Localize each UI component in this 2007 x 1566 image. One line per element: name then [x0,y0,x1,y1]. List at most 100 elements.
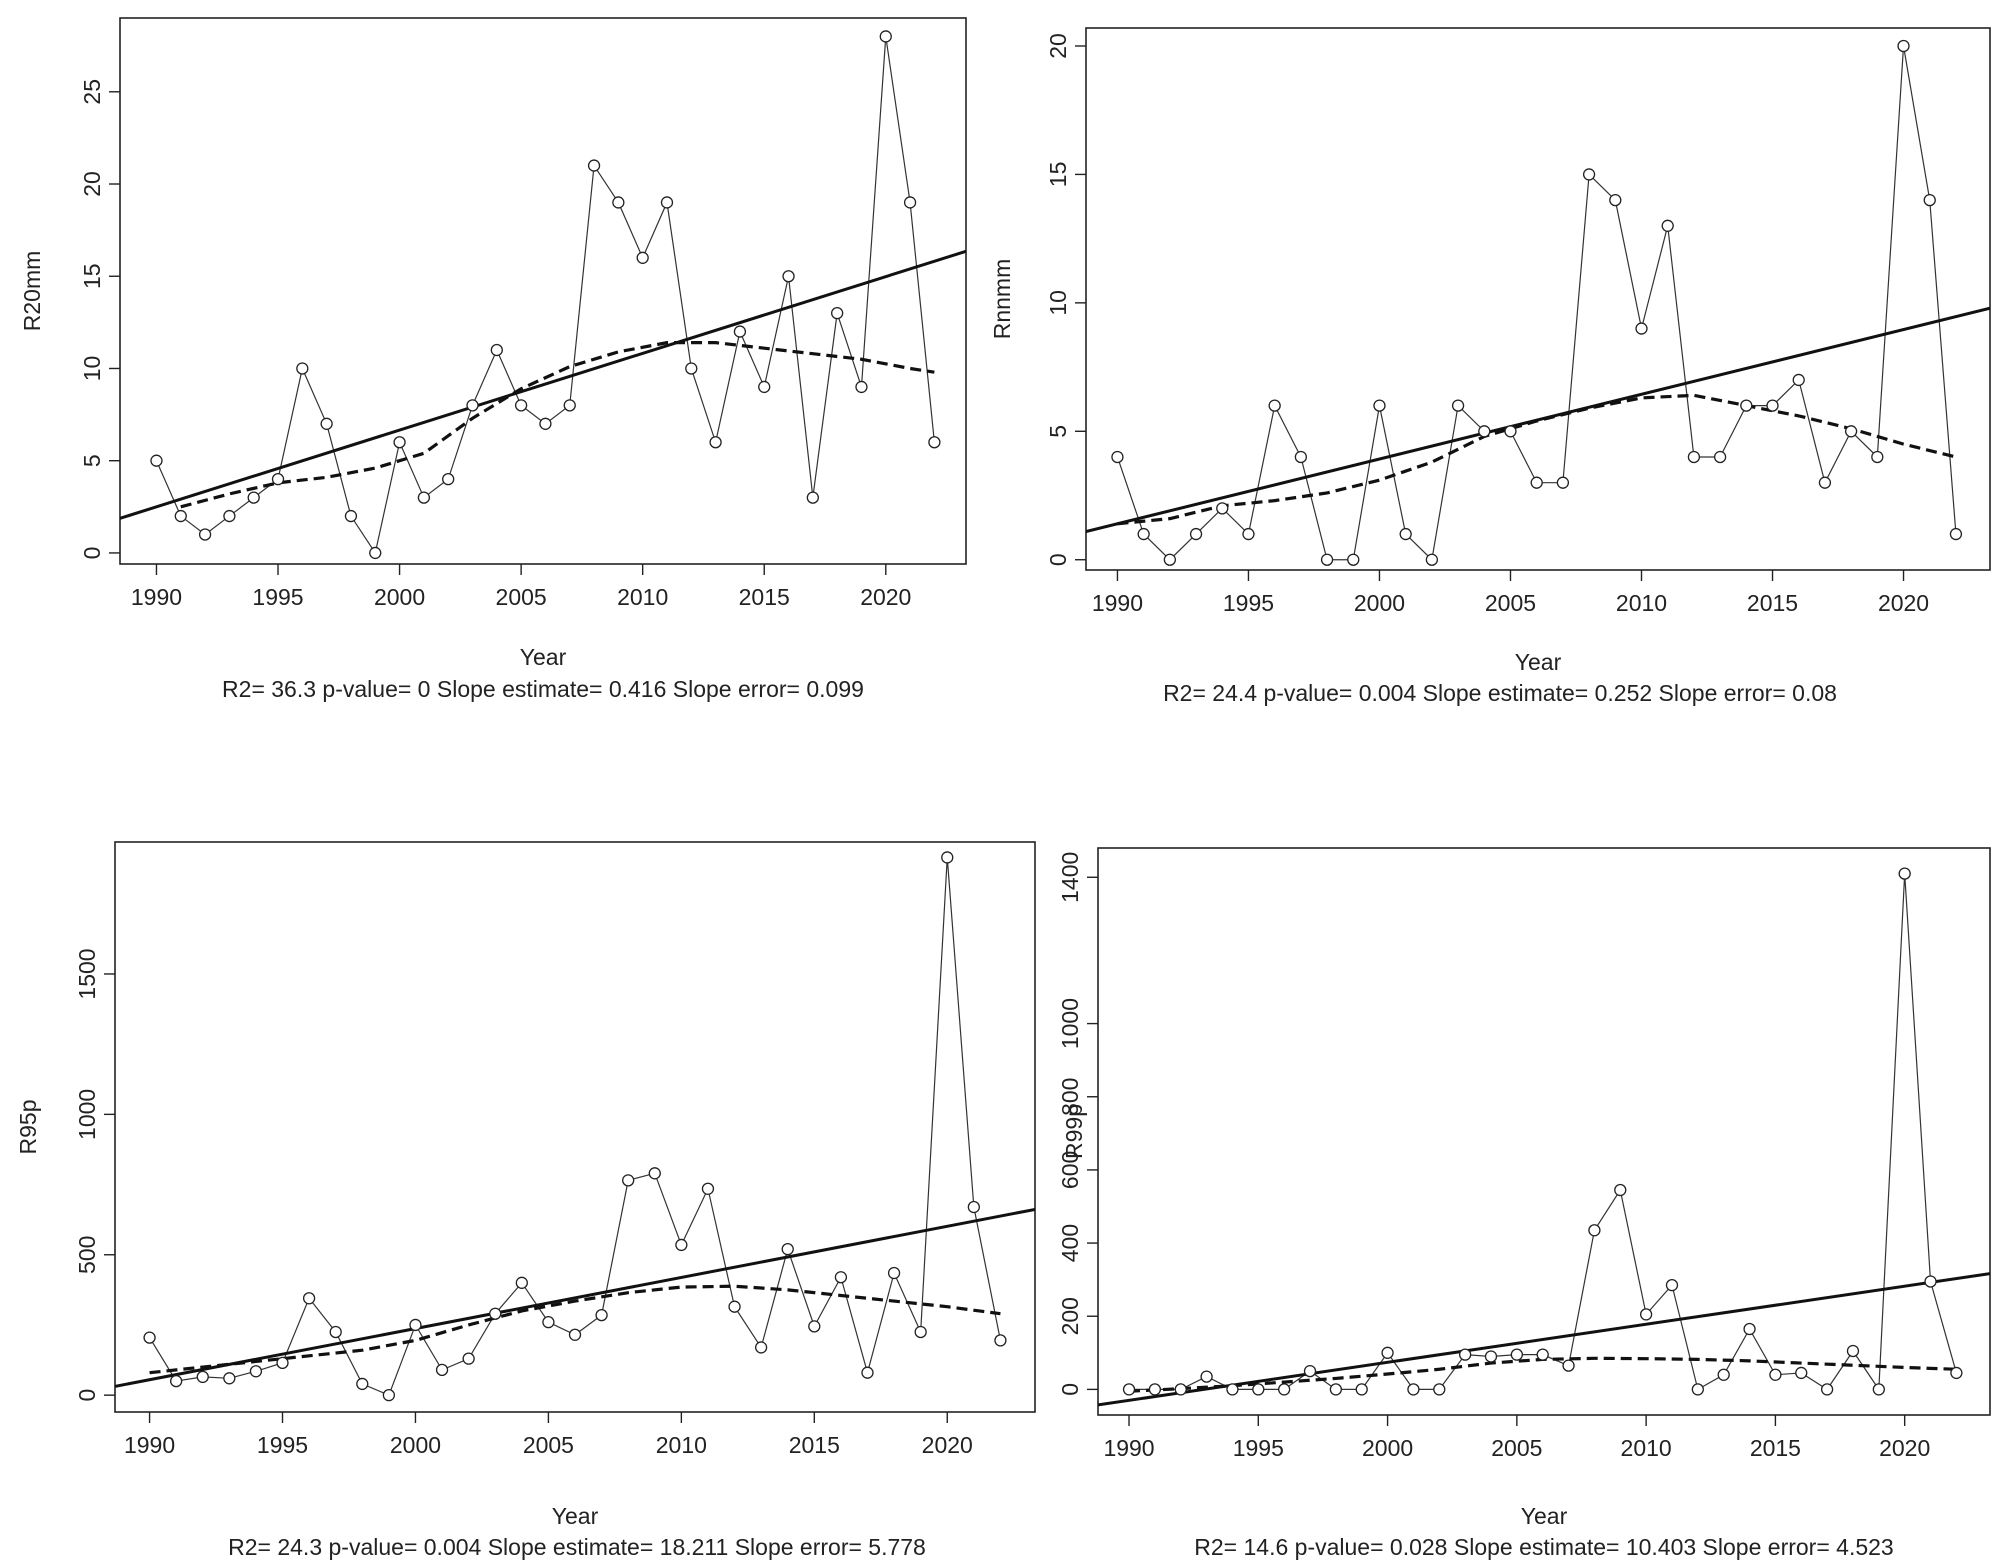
data-point [914,1325,927,1339]
y-tick-label: 10 [1045,290,1071,316]
data-point [903,196,917,209]
data-point [1174,1383,1187,1396]
data-point [1717,1368,1730,1381]
data-point [861,1366,874,1379]
data-point [733,325,747,338]
data-point [1713,450,1727,464]
data-point [660,196,674,209]
linear-trend-line [115,1207,1035,1388]
y-axis-title: Rnnmm [989,259,1015,340]
x-tick-label: 1990 [1103,1435,1154,1461]
data-point [1478,425,1491,438]
trend-stats: R2= 24.3 p-value= 0.004 Slope estimate= … [228,1534,926,1560]
data-point [369,546,382,560]
y-tick-label: 15 [1045,162,1071,188]
x-tick-label: 2010 [1621,1435,1672,1461]
data-point [1923,193,1936,207]
y-tick-label: 0 [79,547,105,560]
data-point [1111,450,1124,464]
x-tick-label: 1995 [1233,1435,1284,1461]
data-point [1458,1348,1472,1361]
y-tick-label: 0 [74,1389,100,1402]
data-point [879,30,892,43]
y-tick-label: 5 [1045,425,1071,438]
y-tick-label: 600 [1057,1151,1083,1189]
data-point [1347,553,1360,566]
data-point [174,509,187,523]
x-tick-label: 2005 [1485,590,1536,616]
data-point [1373,399,1386,412]
data-point [466,399,479,412]
data-point [1818,476,1832,489]
smoothed-trend-line [1117,393,1957,526]
data-point [1226,1383,1239,1396]
data-point [1381,1346,1394,1359]
data-point [490,343,503,357]
smoothed-trend-line [149,1284,1001,1375]
data-point [1872,1383,1885,1396]
data-point [1268,399,1281,412]
data-point [1355,1383,1368,1396]
data-point [539,417,552,430]
data-point [1504,425,1517,438]
data-point [1320,553,1334,566]
data-point [587,159,601,172]
data-point [1137,527,1150,541]
data-point [806,491,819,504]
data-point [595,1308,608,1322]
x-tick-label: 1990 [1092,590,1143,616]
data-point [1897,39,1910,53]
data-point [728,1300,741,1313]
data-point [1278,1383,1291,1396]
data-point [247,491,260,504]
data-point [568,1328,582,1341]
data-point [462,1352,475,1365]
data-point [1661,219,1674,232]
data-point [1122,1383,1136,1396]
data-point [1871,450,1884,464]
x-axis-title: Year [1521,1503,1568,1529]
y-axis-title: R95p [15,1100,41,1155]
trend-stats: R2= 14.6 p-value= 0.028 Slope estimate= … [1194,1534,1893,1560]
data-point [887,1266,901,1280]
data-point [675,1238,688,1252]
data-point [1820,1383,1834,1396]
data-point [928,436,941,449]
y-tick-label: 5 [79,454,105,467]
y-tick-label: 800 [1057,1078,1083,1116]
x-tick-label: 2005 [523,1432,574,1458]
data-point [622,1174,635,1187]
linear-trend-line [120,249,966,520]
data-point [1242,527,1255,541]
y-tick-label: 400 [1057,1224,1083,1262]
chart-panel-r20mm: 1990 1995 2000 2005 2010 2015 2020 0 5 10 15 20 25 R2… [19,17,967,702]
y-tick-label: 0 [1057,1383,1083,1396]
data-point [563,399,576,412]
y-tick-label: 10 [79,356,105,382]
data-point [1216,502,1229,515]
data-point [1582,168,1596,181]
data-point [967,1200,980,1214]
data-point [612,196,625,209]
y-tick-label: 15 [79,263,105,289]
x-tick-label: 2005 [1491,1435,1542,1461]
x-tick-label: 2015 [789,1432,840,1458]
x-tick-label: 2000 [390,1432,441,1458]
y-tick-label: 500 [74,1236,100,1274]
data-point [409,1318,422,1332]
data-point [1484,1350,1498,1363]
x-tick-label: 1990 [124,1432,175,1458]
x-tick-label: 2005 [496,584,547,610]
data-point [489,1307,502,1320]
data-point [636,251,649,264]
y-tick-label: 0 [1045,553,1071,566]
data-point [701,1182,715,1195]
x-tick-label: 2000 [1354,590,1405,616]
x-tick-label: 2000 [374,584,425,610]
y-tick-label: 1500 [74,948,100,999]
plot-frame [1097,847,1991,1416]
data-point [855,380,868,394]
x-tick-label: 2020 [1878,590,1929,616]
data-point [329,1325,342,1339]
data-point [435,1363,449,1377]
